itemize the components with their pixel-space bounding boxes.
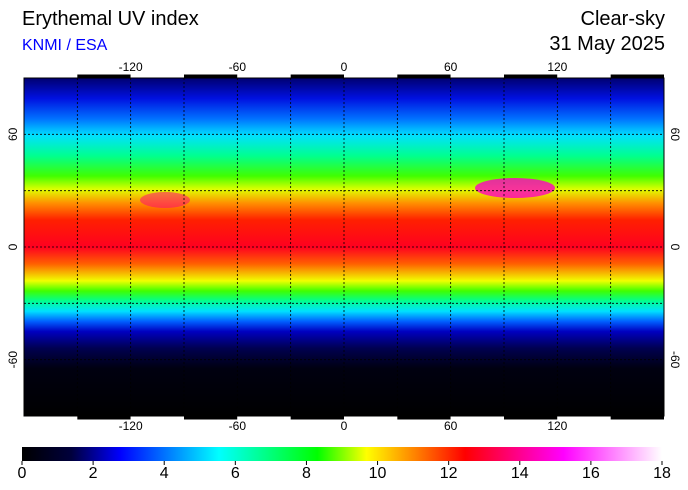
x-tick-label: 0 xyxy=(341,419,348,433)
y-tick-label: -60 xyxy=(6,351,20,369)
colorbar-label: 18 xyxy=(653,465,671,482)
colorbar-label: 12 xyxy=(440,465,458,482)
condition: Clear-sky xyxy=(581,8,665,30)
y-tick-label: -60 xyxy=(668,351,682,369)
colorbar-label: 16 xyxy=(582,465,600,482)
x-tick-label: -60 xyxy=(229,419,247,433)
colorbar-label: 8 xyxy=(302,465,311,482)
colorbar-label: 10 xyxy=(369,465,387,482)
y-tick-label: 60 xyxy=(668,128,682,142)
x-tick-label: 120 xyxy=(547,60,567,74)
colorbar-label: 4 xyxy=(160,465,169,482)
x-tick-label: -60 xyxy=(229,60,247,74)
colorbar-label: 6 xyxy=(231,465,240,482)
x-tick-label: 60 xyxy=(444,419,458,433)
date: 31 May 2025 xyxy=(549,33,665,55)
x-tick-label: 60 xyxy=(444,60,458,74)
uv-hotspot xyxy=(475,178,555,198)
uv-hotspot xyxy=(140,192,190,208)
colorbar-label: 14 xyxy=(511,465,529,482)
colorbar-label: 2 xyxy=(89,465,98,482)
colorbar xyxy=(22,447,662,461)
x-tick-label: -120 xyxy=(119,419,143,433)
x-tick-label: -120 xyxy=(119,60,143,74)
source: KNMI / ESA xyxy=(22,37,108,54)
x-tick-label: 0 xyxy=(341,60,348,74)
x-tick-label: 120 xyxy=(547,419,567,433)
y-tick-label: 60 xyxy=(6,127,20,141)
y-tick-label: 0 xyxy=(668,244,682,251)
title: Erythemal UV index xyxy=(22,8,199,30)
colorbar-label: 0 xyxy=(18,465,27,482)
y-tick-label: 0 xyxy=(6,243,20,250)
